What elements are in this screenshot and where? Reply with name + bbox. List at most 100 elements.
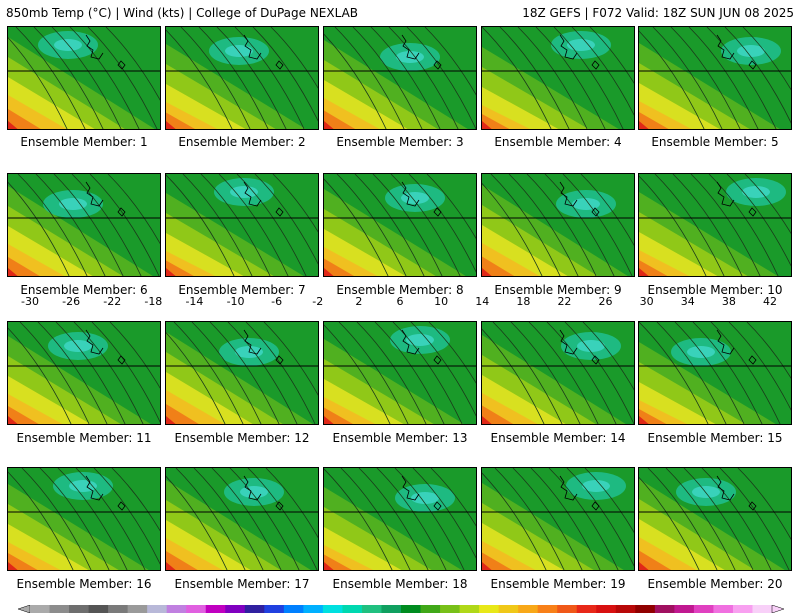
temperature-map bbox=[324, 322, 476, 424]
colorbar-segment bbox=[518, 605, 539, 613]
colorbar-segment bbox=[557, 605, 578, 613]
colorbar-tick-label: -2 bbox=[312, 295, 324, 308]
colorbar-segment bbox=[283, 605, 304, 613]
colorbar-tick-label: -14 bbox=[185, 295, 204, 308]
temperature-map bbox=[639, 174, 791, 276]
header-left-title: 850mb Temp (°C) | Wind (kts) | College o… bbox=[6, 6, 359, 20]
temperature-map bbox=[8, 468, 160, 570]
ensemble-member-label: Ensemble Member: 5 bbox=[651, 135, 779, 149]
colorbar-segment bbox=[186, 605, 207, 613]
colorbar-segment bbox=[732, 605, 753, 613]
colorbar-segment bbox=[615, 605, 636, 613]
ensemble-member-label: Ensemble Member: 8 bbox=[336, 283, 464, 297]
temperature-map bbox=[166, 468, 318, 570]
colorbar-segment bbox=[381, 605, 402, 613]
colorbar-tick-label: -10 bbox=[226, 295, 245, 308]
ensemble-member-label: Ensemble Member: 11 bbox=[16, 431, 152, 445]
ensemble-member-label: Ensemble Member: 10 bbox=[647, 283, 783, 297]
colorbar-segment bbox=[225, 605, 246, 613]
colorbar-segment bbox=[440, 605, 461, 613]
ensemble-map-panel bbox=[165, 173, 319, 277]
colorbar-tick-label: 14 bbox=[475, 295, 490, 308]
ensemble-map-panel bbox=[323, 26, 477, 130]
colorbar-segment bbox=[537, 605, 558, 613]
colorbar-tick-label: 42 bbox=[763, 295, 777, 308]
ensemble-member-label: Ensemble Member: 20 bbox=[647, 577, 783, 591]
ensemble-member-label: Ensemble Member: 13 bbox=[332, 431, 468, 445]
ensemble-map-panel bbox=[481, 173, 635, 277]
ensemble-map-panel bbox=[638, 467, 792, 571]
temperature-map bbox=[482, 27, 634, 129]
ensemble-member-label: Ensemble Member: 14 bbox=[490, 431, 626, 445]
colorbar-tick-label: 18 bbox=[516, 295, 531, 308]
temperature-map bbox=[482, 468, 634, 570]
ensemble-member-label: Ensemble Member: 9 bbox=[494, 283, 622, 297]
colorbar-tick-label: 6 bbox=[396, 295, 404, 308]
colorbar-segment bbox=[49, 605, 70, 613]
ensemble-map-panel bbox=[165, 26, 319, 130]
colorbar-tick-label: 2 bbox=[355, 295, 363, 308]
colorbar-segment bbox=[576, 605, 597, 613]
colorbar-segment bbox=[674, 605, 695, 613]
temperature-map bbox=[639, 27, 791, 129]
colorbar-tick-label: 34 bbox=[680, 295, 695, 308]
colorbar-tick-label: -30 bbox=[21, 295, 39, 308]
colorbar-segment bbox=[127, 605, 148, 613]
ensemble-member-label: Ensemble Member: 12 bbox=[174, 431, 310, 445]
ensemble-map-panel bbox=[638, 173, 792, 277]
ensemble-map-panel bbox=[323, 321, 477, 425]
colorbar-segment bbox=[205, 605, 226, 613]
temperature-map bbox=[166, 322, 318, 424]
ensemble-map-panel bbox=[481, 26, 635, 130]
ensemble-map-panel bbox=[7, 173, 161, 277]
colorbar-tick-label: 30 bbox=[639, 295, 654, 308]
temperature-map bbox=[324, 27, 476, 129]
ensemble-map-panel bbox=[165, 321, 319, 425]
colorbar-segment bbox=[361, 605, 382, 613]
colorbar-segment bbox=[479, 605, 500, 613]
ensemble-member-label: Ensemble Member: 3 bbox=[336, 135, 464, 149]
ensemble-member-label: Ensemble Member: 7 bbox=[178, 283, 306, 297]
ensemble-member-label: Ensemble Member: 6 bbox=[20, 283, 148, 297]
colorbar-segment bbox=[752, 605, 773, 613]
ensemble-map-panel bbox=[638, 26, 792, 130]
colorbar-segment bbox=[30, 605, 51, 613]
colorbar-segment bbox=[498, 605, 519, 613]
colorbar-segment bbox=[147, 605, 168, 613]
header-right-title: 18Z GEFS | F072 Valid: 18Z SUN JUN 08 20… bbox=[522, 6, 794, 20]
temperature-map bbox=[639, 322, 791, 424]
colorbar-segment bbox=[654, 605, 675, 613]
temperature-map bbox=[166, 27, 318, 129]
colorbar-segment bbox=[596, 605, 617, 613]
colorbar-segment bbox=[322, 605, 343, 613]
temperature-map bbox=[639, 468, 791, 570]
colorbar-segment bbox=[635, 605, 656, 613]
colorbar-tick-label: 22 bbox=[557, 295, 572, 308]
temperature-map bbox=[8, 322, 160, 424]
colorbar-segment bbox=[303, 605, 324, 613]
ensemble-map-panel bbox=[7, 26, 161, 130]
colorbar-left-arrow bbox=[18, 605, 31, 613]
colorbar-segment bbox=[108, 605, 129, 613]
ensemble-map-panel bbox=[481, 321, 635, 425]
temperature-map bbox=[482, 174, 634, 276]
colorbar-segment bbox=[88, 605, 109, 613]
ensemble-map-panel bbox=[7, 321, 161, 425]
ensemble-map-panel bbox=[638, 321, 792, 425]
ensemble-member-label: Ensemble Member: 4 bbox=[494, 135, 622, 149]
colorbar-tick-label: -26 bbox=[62, 295, 81, 308]
temperature-map bbox=[482, 322, 634, 424]
colorbar-segment bbox=[244, 605, 265, 613]
colorbar-segment bbox=[401, 605, 422, 613]
ensemble-map-panel bbox=[7, 467, 161, 571]
ensemble-map-panel bbox=[165, 467, 319, 571]
ensemble-map-panel bbox=[323, 467, 477, 571]
colorbar-segment bbox=[420, 605, 441, 613]
colorbar-segment bbox=[264, 605, 285, 613]
colorbar-segment bbox=[693, 605, 714, 613]
temperature-map bbox=[324, 468, 476, 570]
temperature-map bbox=[166, 174, 318, 276]
colorbar-strip bbox=[18, 605, 784, 613]
temperature-colorbar: -30 -26 -22 -18 -14 -10 -6 -2 2 6 10 14 18 22 26 30 34 38… bbox=[0, 295, 800, 613]
colorbar-segment bbox=[459, 605, 480, 613]
